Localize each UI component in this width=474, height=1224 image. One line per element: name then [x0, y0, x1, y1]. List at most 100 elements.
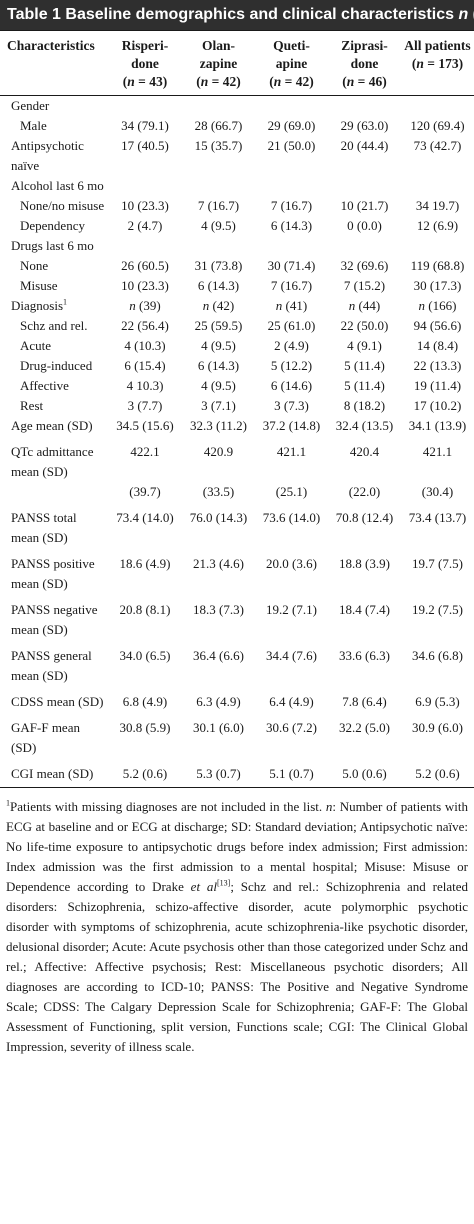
cell-value: n (39) — [129, 298, 161, 313]
table-row: Drugs last 6 mo — [0, 236, 474, 256]
cell-value: 7 (15.2) — [343, 278, 386, 293]
cell-value: 18.3 (7.3) — [193, 602, 244, 617]
cell-value: 8 (18.2) — [343, 398, 386, 413]
cell-value: 4 (9.5) — [201, 338, 236, 353]
cell-value: 25 (59.5) — [194, 318, 243, 333]
table-row: CGI mean (SD) 5.2 (0.6) 5.3 (0.7) 5.1 (0.7)… — [0, 758, 474, 788]
cell-value: 17 (10.2) — [413, 398, 462, 413]
row-label: QTc admittance mean (SD) — [11, 444, 94, 479]
cell-value: 5 (12.2) — [270, 358, 313, 373]
cell-value: 34.6 (6.8) — [412, 648, 463, 663]
cell-value: 421.1 (30.4) — [421, 444, 454, 499]
cell-value: 2 (4.9) — [274, 338, 309, 353]
row-label: Age mean (SD) — [11, 418, 93, 433]
table-body: Gender Male 34 (79.1) 28 (66.7) 29 (69.0) 29 … — [0, 96, 474, 788]
row-label: None/no misuse — [20, 198, 105, 213]
cell-value: 32 (69.6) — [340, 258, 389, 273]
table-row: None 26 (60.5) 31 (73.8) 30 (71.4) 32 (69.6)… — [0, 256, 474, 276]
cell-value: 37.2 (14.8) — [262, 418, 321, 433]
cell-value: n (166) — [418, 298, 457, 313]
cell-value: 119 (68.8) — [410, 258, 465, 273]
cell-value — [108, 236, 182, 256]
footnote-marker: 1 — [6, 798, 10, 808]
column-subheader-olanzapine: zapine (n = 42) — [182, 55, 255, 96]
table-row: Age mean (SD) 34.5 (15.6) 32.3 (11.2) 37.2 … — [0, 416, 474, 436]
row-label: Alcohol last 6 mo — [11, 178, 104, 193]
cell-value: 21.3 (4.6) — [193, 556, 244, 571]
cell-value: 10 (21.7) — [340, 198, 389, 213]
cell-value: n (44) — [348, 298, 381, 313]
cell-value: 34.0 (6.5) — [119, 648, 171, 663]
cell-value: 6 (14.6) — [270, 378, 313, 393]
footnote-n: n — [325, 799, 333, 814]
column-header-risperidone: Risperi- — [121, 38, 169, 53]
cell-value: 6 (14.3) — [197, 358, 240, 373]
cell-value: 32.3 (11.2) — [190, 418, 247, 433]
cell-value: 30.8 (5.9) — [119, 720, 171, 735]
cell-value: 34.4 (7.6) — [266, 648, 317, 663]
cell-value: 4 (9.1) — [347, 338, 382, 353]
cell-value: 6 (15.4) — [124, 358, 166, 373]
table-title: Table 1 Baseline demographics and clinic… — [0, 0, 474, 30]
table-title-suffix: (%) — [468, 6, 474, 23]
cell-value — [255, 176, 328, 196]
cell-value: 20 (44.4) — [340, 138, 389, 153]
cell-value: 18.6 (4.9) — [119, 556, 171, 571]
cell-value: 19.2 (7.5) — [412, 602, 463, 617]
cell-value: 6.9 (5.3) — [415, 694, 460, 709]
row-label: PANSS total mean (SD) — [11, 510, 77, 545]
column-subheader-ziprasidone: done (n = 46) — [328, 55, 401, 96]
cell-value: 4 10.3) — [126, 378, 164, 393]
demographics-table: Characteristics Risperi- Olan- Queti- Zi… — [0, 30, 474, 788]
table-row: Rest 3 (7.7) 3 (7.1) 3 (7.3) 8 (18.2) 17 (10.… — [0, 396, 474, 416]
cell-value: 20.0 (3.6) — [266, 556, 317, 571]
table-row: Male 34 (79.1) 28 (66.7) 29 (69.0) 29 (63.0)… — [0, 116, 474, 136]
cell-value: n (42) — [202, 298, 235, 313]
cell-value: 30.6 (7.2) — [266, 720, 317, 735]
cell-value: 34 19.7) — [415, 198, 460, 213]
cell-value: 3 (7.1) — [201, 398, 236, 413]
cell-value: 17 (40.5) — [121, 138, 169, 153]
cell-value: 28 (66.7) — [194, 118, 243, 133]
cell-value: 421.1 (25.1) — [275, 444, 308, 499]
table-row: Dependency 2 (4.7) 4 (9.5) 6 (14.3) 0 (0.0) 1… — [0, 216, 474, 236]
table-row: Drug-induced 6 (15.4) 6 (14.3) 5 (12.2) 5 (1… — [0, 356, 474, 376]
table-row: Acute 4 (10.3) 4 (9.5) 2 (4.9) 4 (9.1) 14 (8.… — [0, 336, 474, 356]
cell-value: 73.6 (14.0) — [262, 510, 321, 525]
cell-value: 7.8 (6.4) — [342, 694, 387, 709]
cell-value: 30 (71.4) — [267, 258, 316, 273]
row-label: PANSS general mean (SD) — [11, 648, 92, 683]
header-row-1: Characteristics Risperi- Olan- Queti- Zi… — [0, 31, 474, 55]
cell-value: 7 (16.7) — [270, 278, 313, 293]
cell-value: n (41) — [275, 298, 308, 313]
cell-value: 420.4 (22.0) — [348, 444, 381, 499]
cell-value: 34 (79.1) — [121, 118, 169, 133]
cell-value — [328, 236, 401, 256]
cell-value: 70.8 (12.4) — [335, 510, 394, 525]
table-row: QTc admittance mean (SD) 422.1 (39.7) 420.9… — [0, 436, 474, 502]
table-row: CDSS mean (SD) 6.8 (4.9) 6.3 (4.9) 6.4 (4.9… — [0, 686, 474, 712]
row-label: Diagnosis1 — [11, 297, 67, 313]
cell-value — [182, 236, 255, 256]
row-label: Male — [20, 118, 47, 133]
cell-value: 6.4 (4.9) — [269, 694, 314, 709]
row-label: PANSS positive mean (SD) — [11, 556, 95, 591]
table-row: GAF-F mean (SD) 30.8 (5.9) 30.1 (6.0) 30.6 … — [0, 712, 474, 758]
cell-value — [328, 176, 401, 196]
row-label: GAF-F mean (SD) — [11, 720, 80, 755]
cell-value: 6.3 (4.9) — [196, 694, 241, 709]
row-label: Schz and rel. — [20, 318, 88, 333]
cell-value — [108, 96, 182, 117]
footnote-text-1: Patients with missing diagnoses are not … — [10, 799, 326, 814]
cell-value: 5.2 (0.6) — [401, 758, 474, 788]
cell-value: 3 (7.7) — [127, 398, 163, 413]
cell-value: 20.8 (8.1) — [119, 602, 171, 617]
row-label: Gender — [11, 98, 50, 113]
table-row: Diagnosis1 n (39) n (42) n (41) n (44) n (166… — [0, 296, 474, 316]
cell-value: 5 (11.4) — [344, 358, 385, 373]
cell-value: 0 (0.0) — [347, 218, 382, 233]
column-header-olanzapine: Olan- — [201, 38, 235, 53]
cell-value: 36.4 (6.6) — [193, 648, 244, 663]
header-row-2: done (n = 43) zapine (n = 42) apine (n = 42… — [0, 55, 474, 96]
cell-value: 10 (23.3) — [121, 278, 169, 293]
